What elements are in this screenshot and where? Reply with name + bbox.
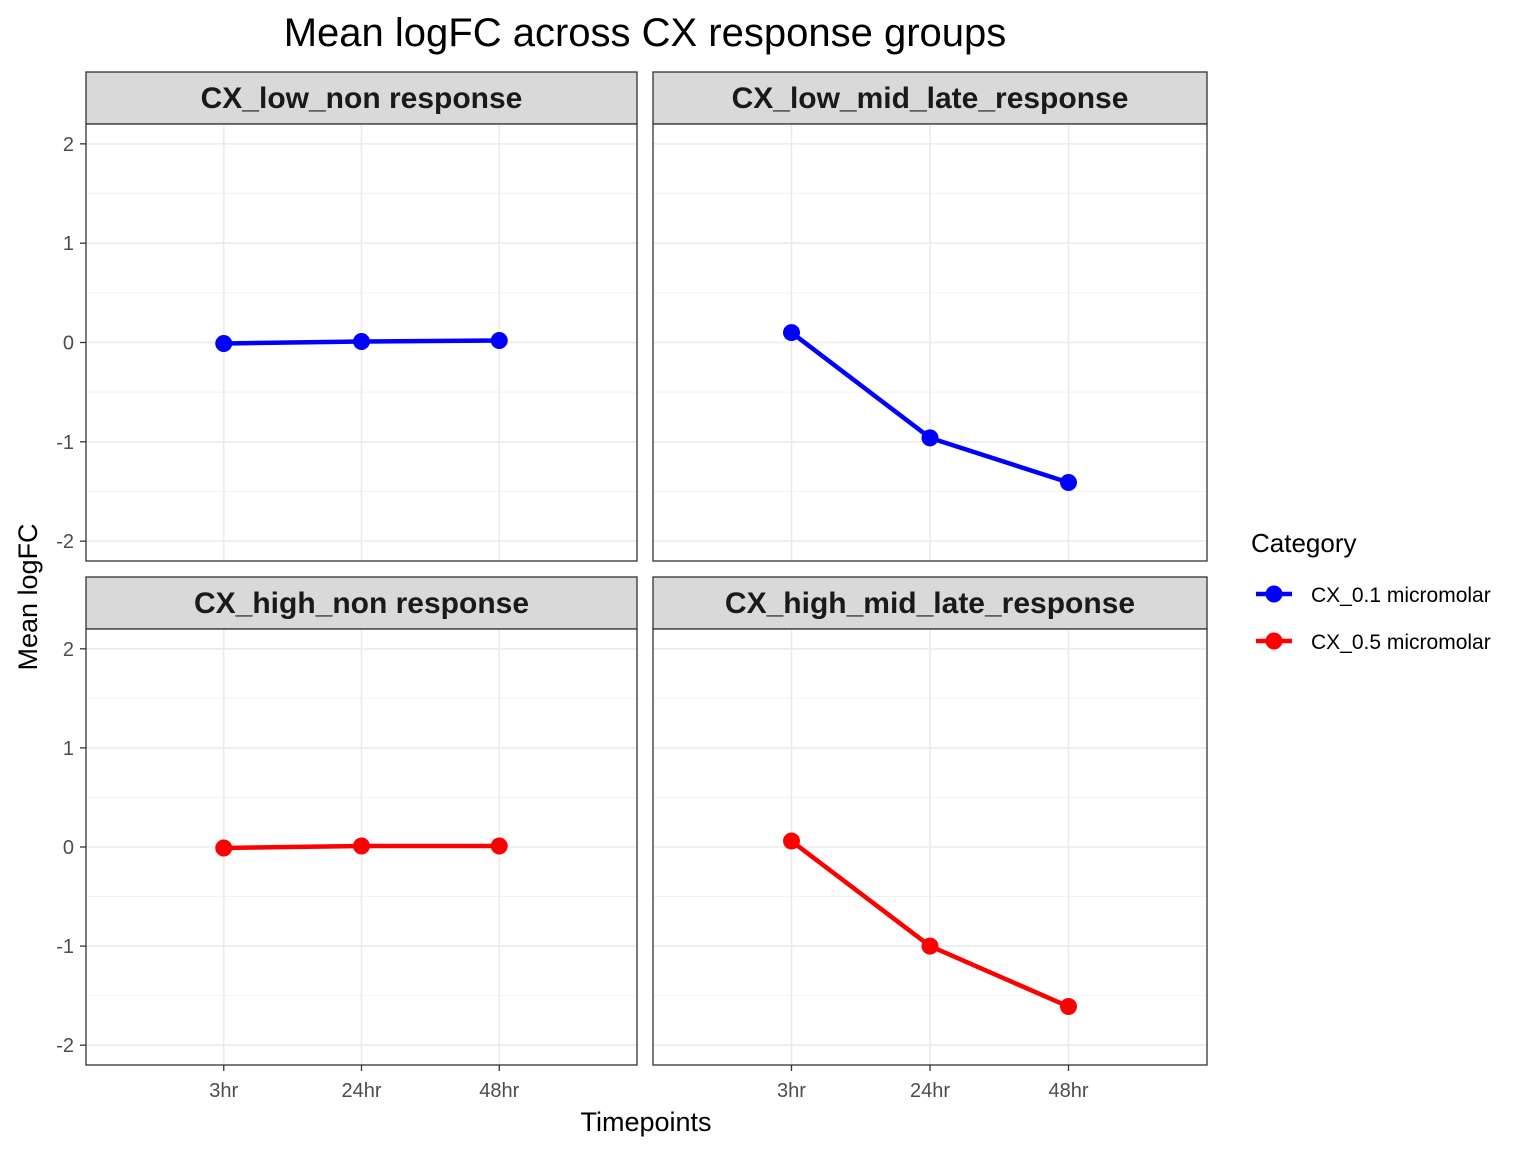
legend-entry: CX_0.1 micromolar (1256, 584, 1491, 607)
data-point (1060, 998, 1077, 1016)
y-tick-label: 1 (63, 738, 74, 760)
legend-key-point (1265, 585, 1283, 603)
y-tick-label: -1 (56, 432, 74, 454)
data-point (783, 832, 800, 850)
y-tick-label: -1 (56, 936, 74, 958)
y-tick-label: 0 (63, 837, 74, 859)
x-tick-label: 24hr (910, 1080, 950, 1102)
data-point (921, 937, 939, 955)
chart-title: Mean logFC across CX response groups (284, 11, 1007, 55)
facet-panel: CX_low_non response -2 -1 0 1 2 (56, 71, 638, 562)
data-point (353, 837, 370, 855)
facet-strip-label: CX_low_non response (201, 82, 523, 115)
data-point (353, 333, 370, 351)
y-tick-label: 2 (63, 639, 74, 661)
facet-strip-label: CX_high_non response (194, 587, 529, 620)
facet-panels: CX_low_non response -2 -1 0 1 2 CX_low_mid_lat… (56, 71, 1208, 1066)
legend-label: CX_0.5 micromolar (1311, 631, 1491, 654)
y-axis-title: Mean logFC (13, 523, 43, 670)
data-point (1060, 474, 1077, 492)
facet-strip (652, 576, 1208, 630)
data-point (490, 837, 508, 855)
x-tick-label: 24hr (341, 1080, 381, 1102)
data-point (783, 324, 800, 342)
data-point (215, 839, 233, 857)
y-tick-label: -2 (56, 1035, 74, 1057)
facet-strip (85, 576, 638, 630)
data-point (921, 429, 939, 447)
legend-key-point (1265, 632, 1283, 650)
y-tick-label: -2 (56, 531, 74, 553)
x-tick-label: 48hr (479, 1080, 519, 1102)
x-tick-label: 48hr (1048, 1080, 1088, 1102)
facet-panel: CX_low_mid_late_response (652, 71, 1208, 562)
facet-panel: CX_high_non response -2 -1 0 1 2 (56, 576, 638, 1066)
legend-label: CX_0.1 micromolar (1311, 584, 1491, 607)
legend-title: Category (1251, 528, 1357, 558)
panel-border (652, 123, 1208, 562)
facet-strip-label: CX_high_mid_late_response (725, 587, 1135, 620)
data-point (490, 332, 508, 350)
x-tick-label: 3hr (209, 1080, 238, 1102)
facet-strip (652, 71, 1208, 125)
y-tick-label: 0 (63, 333, 74, 355)
legend: Category CX_0.1 micromolar CX_0.5 micromo… (1251, 528, 1491, 654)
data-point (215, 334, 233, 352)
facet-strip (85, 71, 638, 125)
x-axis-title: Timepoints (580, 1107, 711, 1137)
x-axis-ticks: 3hr 24hr 48hr 3hr 24hr 48hr (209, 1065, 1089, 1102)
legend-entry: CX_0.5 micromolar (1256, 631, 1491, 654)
facet-strip-label: CX_low_mid_late_response (732, 82, 1129, 115)
y-tick-label: 1 (63, 233, 74, 255)
x-tick-label: 3hr (777, 1080, 806, 1102)
facet-panel: CX_high_mid_late_response (652, 576, 1208, 1066)
y-tick-label: 2 (63, 134, 74, 156)
